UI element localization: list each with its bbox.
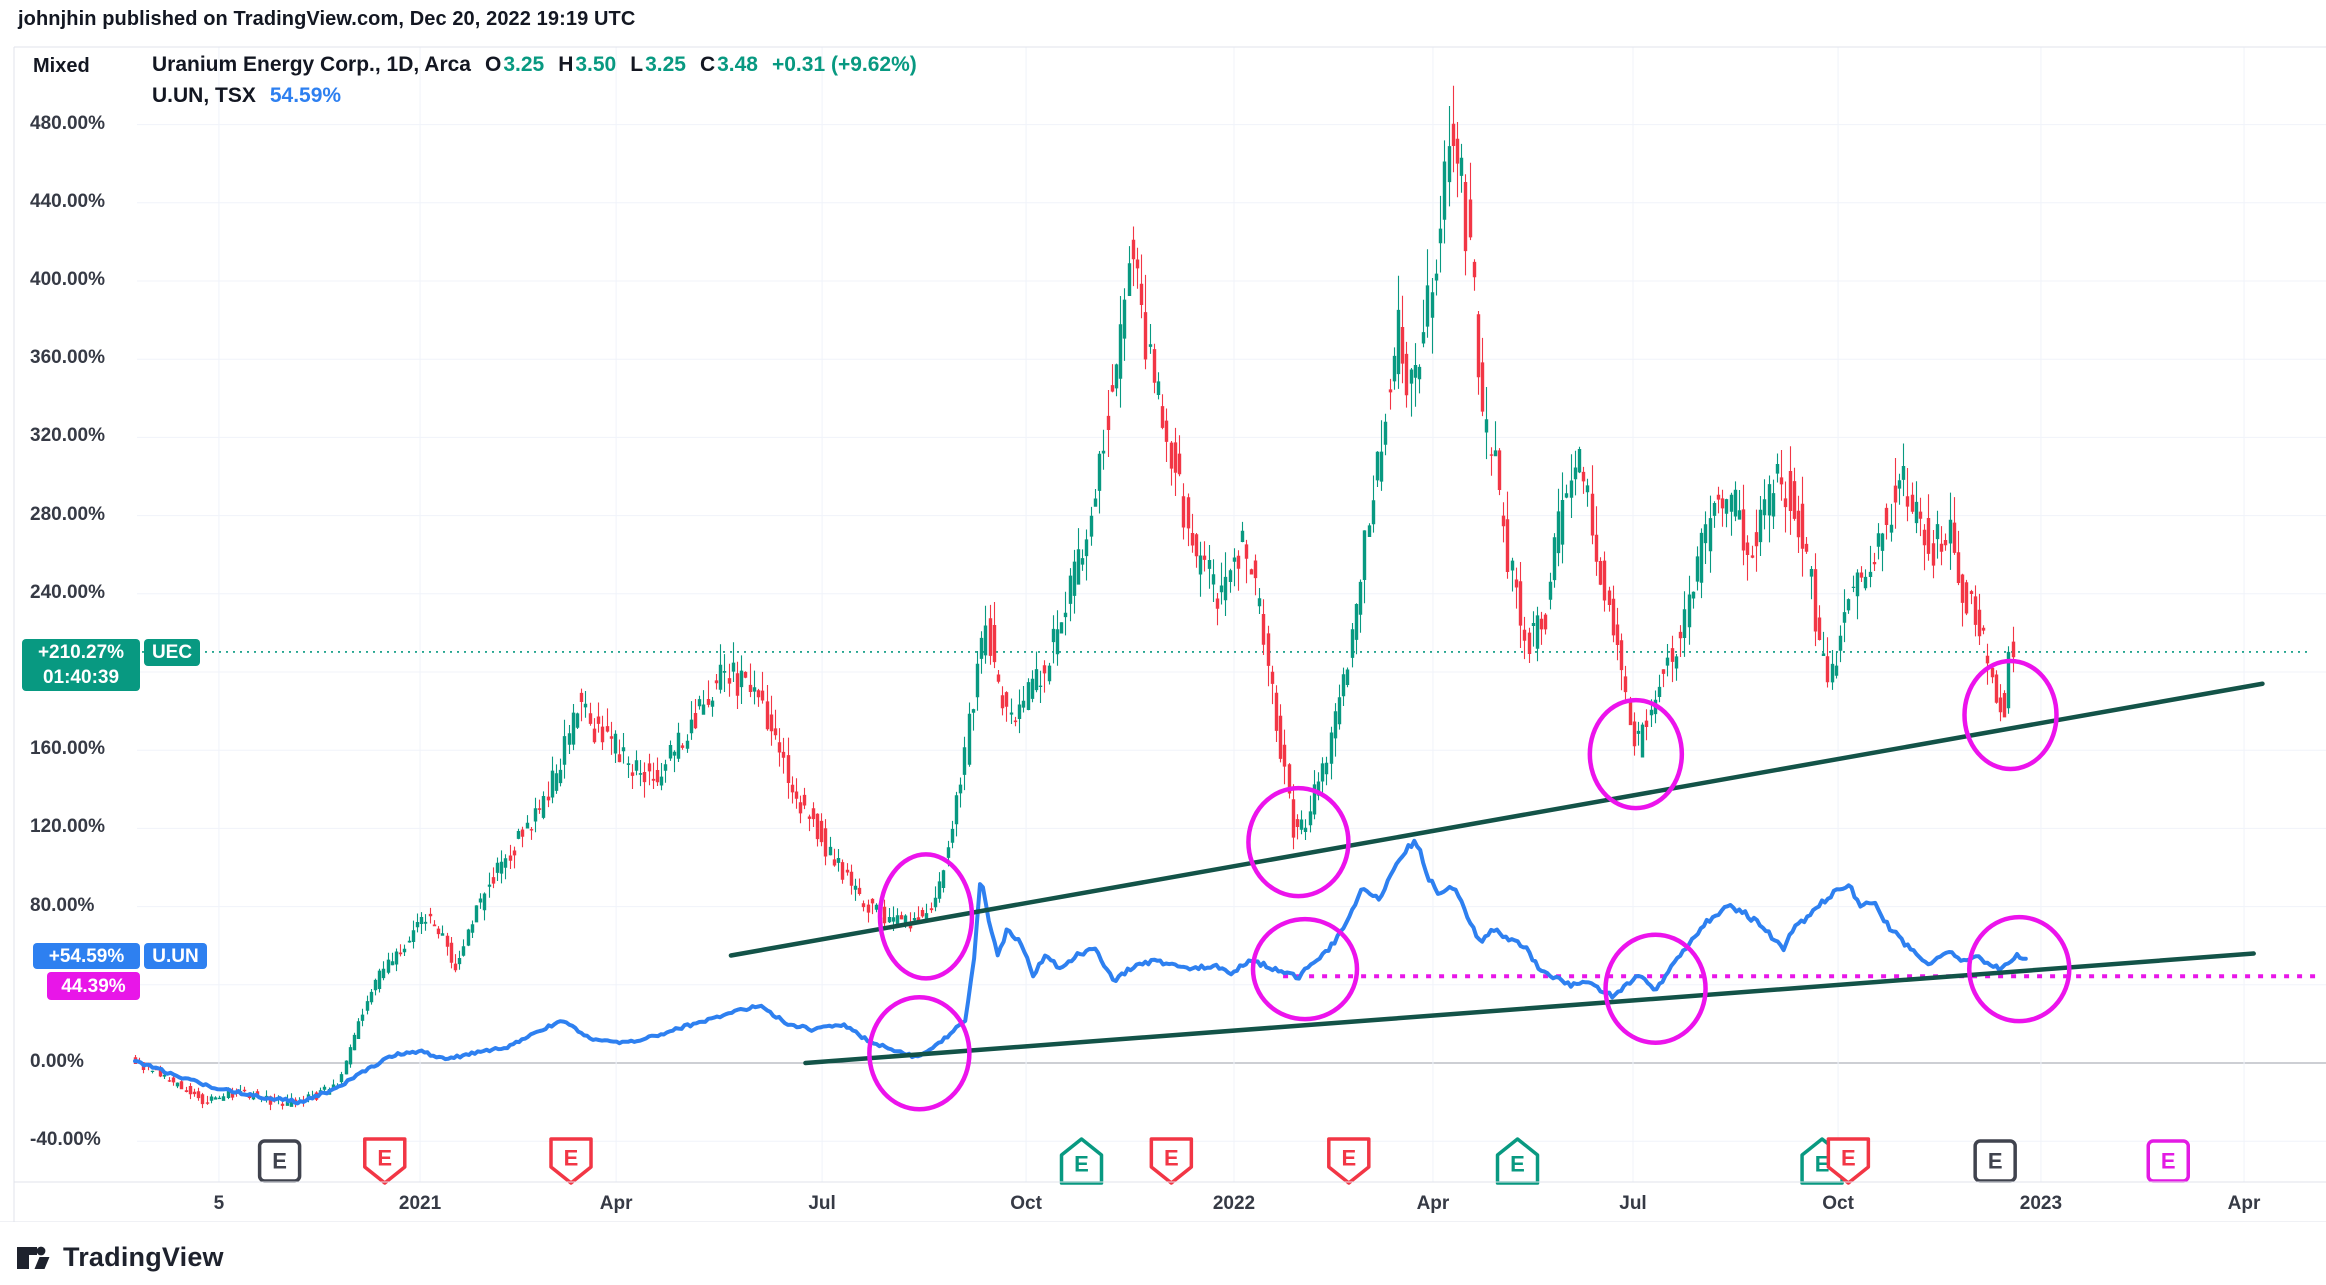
publish-attribution: johnjhin published on TradingView.com, D… — [18, 8, 636, 30]
y-axis-label: 280.00% — [30, 503, 106, 525]
svg-text:E: E — [1841, 1146, 1856, 1171]
y-axis-label: 480.00% — [30, 112, 106, 134]
highlight-ellipse-6[interactable] — [1603, 932, 1708, 1045]
y-axis-label: 320.00% — [30, 425, 106, 447]
earnings-marker-down[interactable]: E — [1826, 1137, 1871, 1185]
svg-text:E: E — [377, 1146, 392, 1171]
uun-price-badge: +54.59% — [33, 943, 140, 970]
compare-value: 54.59% — [269, 84, 342, 107]
svg-text:E: E — [1074, 1152, 1089, 1177]
earnings-marker-down[interactable]: E — [549, 1137, 593, 1185]
x-axis-label: Apr — [2227, 1193, 2261, 1214]
y-axis-label: -40.00% — [30, 1129, 101, 1151]
svg-text:E: E — [272, 1149, 287, 1174]
ray-level-badge: 44.39% — [47, 972, 140, 1001]
svg-text:E: E — [1341, 1146, 1356, 1171]
legend-compare-row[interactable]: U.UN, TSX 54.59% — [152, 84, 917, 115]
y-axis-label: 400.00% — [30, 269, 106, 290]
tradingview-glyph-icon — [17, 1246, 50, 1269]
y-axis-label: 80.00% — [30, 894, 95, 916]
highlight-ellipse-8[interactable] — [1967, 914, 2072, 1024]
earnings-marker-square[interactable]: E — [1973, 1139, 2017, 1183]
chart-legend: Uranium Energy Corp., 1D, Arca O 3.25 H 3.… — [152, 53, 917, 115]
tradingview-brand-text: TradingView — [63, 1242, 224, 1272]
tradingview-logo[interactable]: TradingView — [16, 1242, 224, 1273]
uec-ticker-badge: UEC — [144, 638, 200, 666]
svg-text:E: E — [1815, 1152, 1830, 1177]
symbol-title: Uranium Energy Corp., 1D, Arca — [152, 53, 471, 76]
y-axis-label: 0.00% — [30, 1051, 84, 1072]
svg-text:E: E — [1164, 1146, 1179, 1171]
y-axis-label: 440.00% — [30, 190, 106, 212]
ohlc-low: L 3.25 — [630, 53, 686, 76]
svg-text:E: E — [1988, 1149, 2003, 1174]
x-axis-label: 2021 — [398, 1193, 442, 1214]
x-axis-label: Oct — [1010, 1193, 1042, 1214]
highlight-ellipse-1[interactable] — [877, 852, 975, 981]
highlight-ellipse-4[interactable] — [1250, 916, 1360, 1022]
footer: TradingView — [0, 1222, 2326, 1285]
highlight-ellipse-5[interactable] — [1587, 697, 1685, 811]
x-axis-label: Apr — [1416, 1193, 1450, 1214]
uec-pct: +210.27% — [37, 641, 125, 663]
earnings-marker-up[interactable]: E — [1495, 1137, 1540, 1185]
x-axis-label: Jul — [808, 1193, 836, 1214]
legend-symbol-row[interactable]: Uranium Energy Corp., 1D, Arca O 3.25 H 3.… — [152, 53, 917, 84]
earnings-marker-down[interactable]: E — [1327, 1137, 1371, 1185]
ohlc-high: H 3.50 — [558, 53, 617, 76]
ohlc-open: O 3.25 — [484, 53, 545, 76]
uec-countdown: 01:40:39 — [42, 666, 120, 688]
y-axis-label: 240.00% — [30, 581, 106, 603]
x-axis-label: 2022 — [1212, 1193, 1256, 1214]
uun-ticker-badge: U.UN — [144, 943, 207, 970]
earnings-marker-down[interactable]: E — [363, 1137, 407, 1185]
trendline-2[interactable] — [803, 951, 2256, 1066]
x-axis-label: 2023 — [2019, 1193, 2063, 1214]
highlight-ellipse-7[interactable] — [1962, 658, 2059, 772]
x-axis-label: Jul — [1619, 1193, 1647, 1214]
x-axis-label: Apr — [599, 1193, 633, 1214]
earnings-marker-square[interactable]: E — [2146, 1139, 2190, 1183]
timeframe-mixed-label: Mixed — [33, 55, 90, 77]
svg-text:E: E — [1510, 1152, 1525, 1177]
uec-price-badge: +210.27% 01:40:39 — [22, 638, 140, 691]
highlight-ellipse-3[interactable] — [1246, 785, 1351, 899]
x-axis-label: 5 — [213, 1193, 225, 1214]
y-axis-label: 360.00% — [30, 347, 106, 369]
y-axis-label: 160.00% — [30, 738, 106, 760]
y-axis-label: 120.00% — [30, 816, 106, 838]
compare-symbol: U.UN, TSX — [152, 84, 256, 107]
earnings-marker-down[interactable]: E — [1149, 1137, 1194, 1185]
change-value: +0.31 (+9.62%) — [771, 53, 917, 76]
earnings-marker-up[interactable]: E — [1059, 1137, 1104, 1185]
svg-text:E: E — [2161, 1149, 2176, 1174]
highlight-ellipse-2[interactable] — [867, 994, 972, 1112]
x-axis-label: Oct — [1822, 1193, 1854, 1214]
uun-compare-line[interactable] — [133, 838, 2028, 1106]
earnings-marker-square[interactable]: E — [257, 1139, 302, 1183]
trendline-1[interactable] — [728, 681, 2265, 958]
svg-text:E: E — [564, 1146, 579, 1171]
ohlc-close: C 3.48 — [699, 53, 758, 76]
